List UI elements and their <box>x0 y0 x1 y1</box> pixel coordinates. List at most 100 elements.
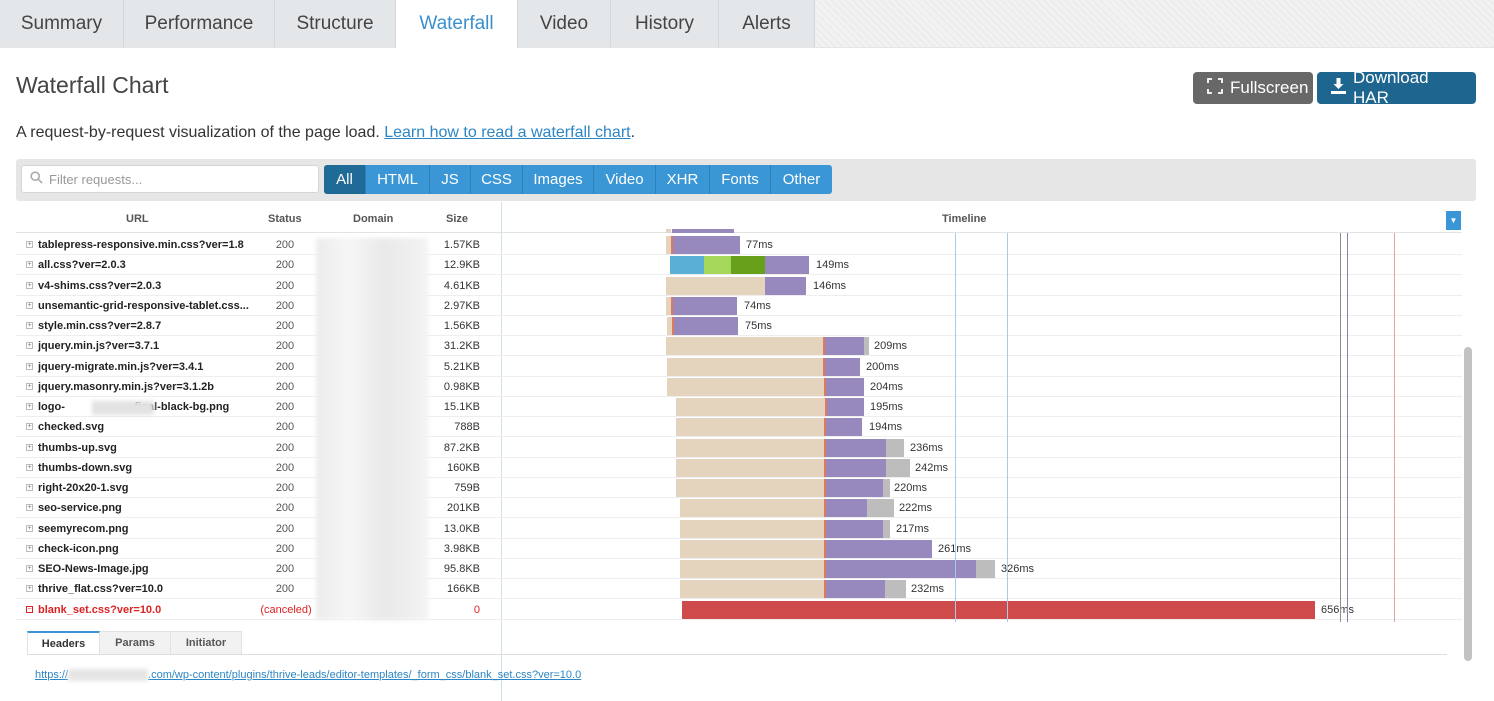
table-row[interactable]: + SEO-News-Image.jpg 200 95.8KB <box>16 559 1462 579</box>
expand-icon[interactable]: + <box>26 241 33 248</box>
timeline-bar-recv[interactable] <box>825 499 867 517</box>
timeline-bar-recv[interactable] <box>825 459 886 477</box>
expand-icon[interactable]: + <box>26 322 33 329</box>
timeline-bar-recv[interactable] <box>825 479 883 497</box>
tab-performance[interactable]: Performance <box>124 0 275 47</box>
timeline-bar-cancel[interactable] <box>682 601 1315 619</box>
table-row[interactable]: + unsemantic-grid-responsive-tablet.css..… <box>16 296 1462 316</box>
expand-icon[interactable]: + <box>26 383 33 390</box>
column-header-domain[interactable]: Domain <box>353 213 394 225</box>
expand-icon[interactable]: + <box>26 363 33 370</box>
timeline-bar-ssl[interactable] <box>731 256 765 274</box>
timeline-bar-wait[interactable] <box>666 337 823 355</box>
timeline-bar-wait[interactable] <box>676 459 825 477</box>
timeline-bar-block[interactable] <box>883 520 890 538</box>
type-fonts-button[interactable]: Fonts <box>710 165 771 194</box>
timeline-bar-recv[interactable] <box>765 277 806 295</box>
timeline-bar-block[interactable] <box>886 459 910 477</box>
detail-tab-initiator[interactable]: Initiator <box>171 631 242 655</box>
table-row[interactable]: + tablepress-responsive.min.css?ver=1.8 20… <box>16 235 1462 255</box>
expand-icon[interactable]: + <box>26 504 33 511</box>
request-url[interactable]: tablepress-responsive.min.css?ver=1.8 <box>38 239 244 251</box>
request-url[interactable]: v4-shims.css?ver=2.0.3 <box>38 280 162 292</box>
expand-icon[interactable]: + <box>26 282 33 289</box>
timeline-bar-wait[interactable] <box>676 418 825 436</box>
timeline-bar-wait[interactable] <box>666 236 671 254</box>
expand-icon[interactable]: + <box>26 464 33 471</box>
timeline-bar-wait[interactable] <box>676 398 825 416</box>
tab-alerts[interactable]: Alerts <box>719 0 815 47</box>
request-url[interactable]: right-20x20-1.svg <box>38 482 129 494</box>
table-row[interactable]: + thumbs-down.svg 200 160KB <box>16 458 1462 478</box>
tab-video[interactable]: Video <box>518 0 611 47</box>
type-xhr-button[interactable]: XHR <box>656 165 710 194</box>
table-row[interactable]: + jquery.masonry.min.js?ver=3.1.2b 200 0.98… <box>16 377 1462 397</box>
request-url-link[interactable]: https:// .com/wp-content/plugins/thrive-l… <box>35 669 581 682</box>
expand-icon[interactable]: + <box>26 484 33 491</box>
timeline-bar-block[interactable] <box>885 580 906 598</box>
timeline-bar-wait[interactable] <box>680 560 825 578</box>
expand-icon[interactable]: + <box>26 423 33 430</box>
tab-summary[interactable]: Summary <box>0 0 124 47</box>
detail-tab-params[interactable]: Params <box>100 631 171 655</box>
table-row[interactable]: + jquery-migrate.min.js?ver=3.4.1 200 5.21K… <box>16 357 1462 377</box>
type-video-button[interactable]: Video <box>594 165 656 194</box>
column-header-status[interactable]: Status <box>268 213 302 225</box>
tab-structure[interactable]: Structure <box>275 0 396 47</box>
request-url[interactable]: style.min.css?ver=2.8.7 <box>38 320 162 332</box>
request-url[interactable]: jquery.min.js?ver=3.7.1 <box>38 340 160 352</box>
timeline-bar-recv[interactable] <box>825 560 976 578</box>
timeline-bar-recv[interactable] <box>672 297 737 315</box>
timeline-bar-recv[interactable] <box>825 520 883 538</box>
timeline-bar-recv[interactable] <box>825 439 886 457</box>
table-row[interactable]: + check-icon.png 200 3.98KB <box>16 539 1462 559</box>
request-url[interactable]: check-icon.png <box>38 543 119 555</box>
timeline-bar-wait[interactable] <box>680 580 825 598</box>
timeline-bar-block[interactable] <box>883 479 890 497</box>
timeline-bar-wait[interactable] <box>667 378 824 396</box>
request-url[interactable]: thumbs-down.svg <box>38 462 133 474</box>
timeline-bar-recv[interactable] <box>825 580 885 598</box>
expand-icon[interactable]: + <box>26 403 33 410</box>
timeline-bar-connect[interactable] <box>704 256 731 274</box>
request-url[interactable]: unsemantic-grid-responsive-tablet.css... <box>38 300 249 312</box>
timeline-bar-block[interactable] <box>976 560 995 578</box>
table-row[interactable]: + thumbs-up.svg 200 87.2KB <box>16 438 1462 458</box>
table-row[interactable]: + jquery.min.js?ver=3.7.1 200 31.2KB <box>16 336 1462 356</box>
timeline-bar-wait[interactable] <box>680 520 825 538</box>
expand-icon[interactable]: + <box>26 342 33 349</box>
type-js-button[interactable]: JS <box>430 165 471 194</box>
type-other-button[interactable]: Other <box>771 165 832 194</box>
request-url[interactable]: seo-service.png <box>38 502 122 514</box>
expand-icon[interactable]: + <box>26 565 33 572</box>
timeline-bar-wait[interactable] <box>667 358 823 376</box>
expand-icon[interactable]: + <box>26 444 33 451</box>
timeline-bar-recv[interactable] <box>826 398 864 416</box>
expand-icon[interactable]: + <box>26 302 33 309</box>
timeline-bar-recv[interactable] <box>824 358 860 376</box>
fullscreen-button[interactable]: Fullscreen <box>1193 72 1313 104</box>
expand-icon[interactable]: + <box>26 545 33 552</box>
request-url[interactable]: all.css?ver=2.0.3 <box>38 259 126 271</box>
table-row[interactable]: + right-20x20-1.svg 200 759B <box>16 478 1462 498</box>
request-url[interactable]: seemyrecom.png <box>38 523 129 535</box>
type-images-button[interactable]: Images <box>523 165 594 194</box>
expand-icon[interactable]: + <box>26 261 33 268</box>
download-har-button[interactable]: Download HAR <box>1317 68 1476 107</box>
timeline-bar-recv[interactable] <box>825 418 862 436</box>
type-css-button[interactable]: CSS <box>471 165 523 194</box>
timeline-bar-recv[interactable] <box>825 540 932 558</box>
table-row[interactable]: + thrive_flat.css?ver=10.0 200 166KB <box>16 579 1462 599</box>
filter-requests-input[interactable]: Filter requests... <box>21 165 319 193</box>
collapse-icon[interactable]: − <box>26 606 33 613</box>
expand-icon[interactable]: + <box>26 585 33 592</box>
timeline-dropdown-icon[interactable]: ▼ <box>1446 211 1461 230</box>
table-row[interactable]: + all.css?ver=2.0.3 200 12.9KB <box>16 255 1462 275</box>
request-url[interactable]: jquery-migrate.min.js?ver=3.4.1 <box>38 361 204 373</box>
table-row[interactable]: + style.min.css?ver=2.8.7 200 1.56KB <box>16 316 1462 336</box>
request-url[interactable]: thrive_flat.css?ver=10.0 <box>38 583 164 595</box>
timeline-bar-recv[interactable] <box>673 317 738 335</box>
learn-waterfall-link[interactable]: Learn how to read a waterfall chart <box>384 124 631 141</box>
type-html-button[interactable]: HTML <box>366 165 430 194</box>
column-header-size[interactable]: Size <box>446 213 469 225</box>
